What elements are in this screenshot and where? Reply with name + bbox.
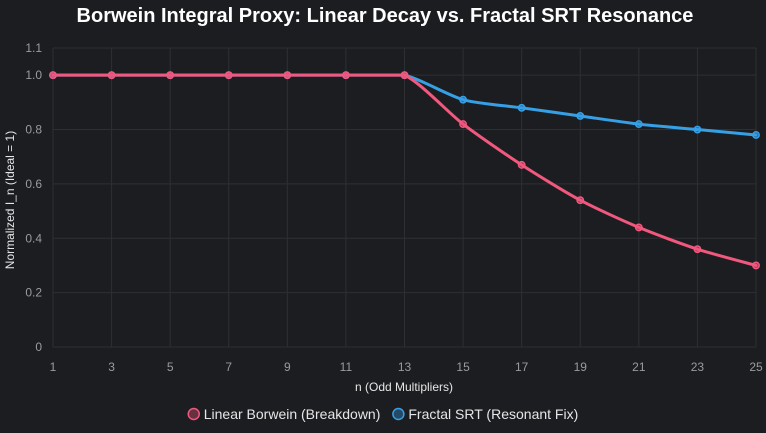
legend-marker xyxy=(392,407,405,421)
series xyxy=(49,71,760,270)
y-axis-ticks: 0 0.2 0.4 0.6 0.8 1.0 1.1 xyxy=(25,41,42,354)
data-point[interactable] xyxy=(224,71,233,80)
data-point[interactable] xyxy=(459,120,468,129)
data-point[interactable] xyxy=(283,71,292,80)
x-tick-label: 19 xyxy=(574,360,588,374)
data-point[interactable] xyxy=(752,131,760,139)
y-tick-label: 0.6 xyxy=(25,177,42,191)
x-tick-label: 23 xyxy=(691,360,705,374)
data-point[interactable] xyxy=(341,71,350,80)
x-tick-label: 17 xyxy=(515,360,529,374)
series-1 xyxy=(49,71,760,270)
legend-label: Linear Borwein (Breakdown) xyxy=(204,406,381,422)
x-tick-label: 5 xyxy=(167,360,174,374)
grid xyxy=(52,47,757,348)
data-point[interactable] xyxy=(400,71,409,80)
y-axis-label: Normalized I_n (Ideal = 1) xyxy=(3,131,17,269)
x-tick-label: 1 xyxy=(50,360,57,374)
data-point[interactable] xyxy=(693,125,702,134)
legend: Linear Borwein (Breakdown) Fractal SRT (R… xyxy=(187,406,578,422)
data-point[interactable] xyxy=(166,71,175,80)
data-point[interactable] xyxy=(576,112,585,120)
data-point[interactable] xyxy=(752,261,760,270)
data-point[interactable] xyxy=(459,95,468,104)
x-tick-label: 9 xyxy=(284,360,291,374)
x-tick-label: 11 xyxy=(340,360,353,374)
y-tick-label: 1.0 xyxy=(25,68,42,82)
legend-item[interactable]: Linear Borwein (Breakdown) xyxy=(187,406,381,422)
chart-title: Borwein Integral Proxy: Linear Decay vs.… xyxy=(77,5,694,27)
y-tick-label: 0 xyxy=(35,340,42,354)
x-tick-label: 15 xyxy=(456,360,470,374)
x-axis-ticks: 1 3 5 7 9 11 13 15 17 19 21 23 25 xyxy=(50,360,763,374)
data-point[interactable] xyxy=(517,103,526,112)
legend-marker xyxy=(187,407,200,421)
y-tick-label: 0.2 xyxy=(25,286,42,300)
y-tick-label: 0.4 xyxy=(25,231,42,245)
y-tick-label: 0.8 xyxy=(25,123,42,137)
x-axis-label: n (Odd Multipliers) xyxy=(355,380,453,394)
x-tick-label: 13 xyxy=(398,360,412,374)
data-point[interactable] xyxy=(634,120,643,129)
legend-item[interactable]: Fractal SRT (Resonant Fix) xyxy=(392,406,578,422)
x-tick-label: 7 xyxy=(225,360,232,374)
data-point[interactable] xyxy=(576,196,585,205)
x-tick-label: 3 xyxy=(108,360,115,374)
x-tick-label: 21 xyxy=(632,360,646,374)
y-tick-label: 1.1 xyxy=(25,41,42,55)
data-point[interactable] xyxy=(634,223,643,232)
legend-label: Fractal SRT (Resonant Fix) xyxy=(408,406,578,422)
data-point[interactable] xyxy=(107,71,116,80)
data-point[interactable] xyxy=(49,71,57,80)
data-point[interactable] xyxy=(517,160,526,169)
x-tick-label: 25 xyxy=(749,360,763,374)
data-point[interactable] xyxy=(693,245,702,254)
